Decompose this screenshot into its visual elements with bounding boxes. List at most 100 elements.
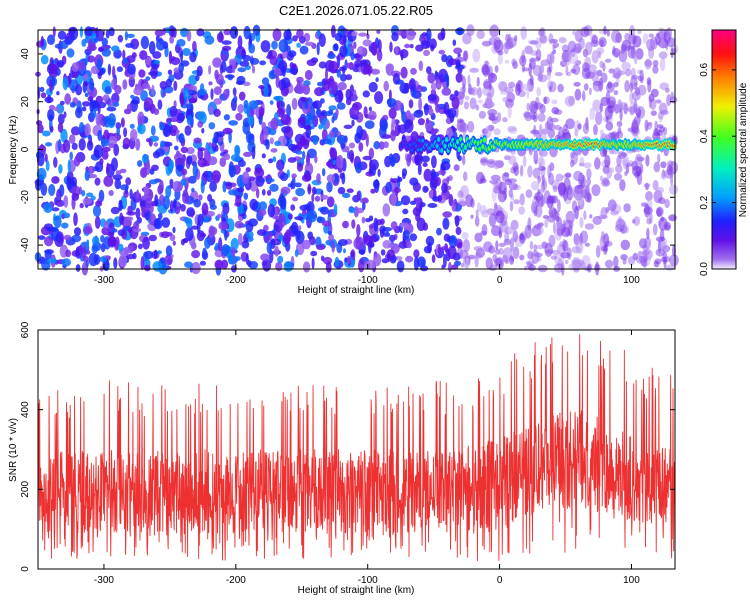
signal-core [421,139,425,143]
noise-blob [425,235,435,247]
noise-blob [376,49,383,62]
noise-blob [394,46,399,56]
noise-blob [669,96,678,104]
noise-blob [306,59,317,67]
noise-blob [391,32,399,42]
noise-blob [216,131,225,138]
noise-blob [336,102,346,110]
colorbar-tick-label: 0.2 [699,195,710,209]
noise-blob [467,121,475,133]
noise-blob [473,246,484,251]
noise-blob [510,219,519,231]
noise-blob [508,81,516,88]
noise-blob [273,96,281,101]
noise-blob [627,256,636,265]
x-tick-label: -300 [94,575,114,586]
noise-blob [604,154,611,168]
noise-blob [548,33,554,45]
noise-blob [61,258,71,267]
noise-blob [200,179,205,194]
noise-blob [637,251,644,257]
noise-blob [221,244,230,257]
noise-blob [325,261,332,273]
noise-blob [123,217,129,227]
noise-blob [157,250,162,255]
noise-blob [124,31,128,41]
noise-blob [544,218,549,228]
noise-blob [482,64,490,77]
noise-blob [192,40,197,52]
noise-blob [341,172,346,185]
noise-blob [318,61,327,69]
noise-blob [174,206,181,215]
noise-blob [133,221,140,230]
noise-blob [633,216,641,226]
noise-blob [623,226,629,234]
noise-blob [379,225,386,234]
noise-blob [383,80,390,92]
noise-blob [573,81,581,87]
noise-blob [93,37,99,43]
noise-blob [99,256,107,263]
noise-blob [213,98,222,105]
noise-blob [399,82,410,94]
noise-blob [267,203,276,218]
noise-blob [43,202,53,213]
noise-blob [204,237,211,249]
noise-blob [137,160,143,167]
noise-blob [78,122,85,133]
noise-blob [405,255,414,263]
noise-blob [51,207,60,212]
noise-blob [173,67,180,73]
noise-blob [305,113,314,126]
noise-blob [347,255,351,265]
noise-blob [498,181,507,195]
noise-blob [53,216,60,221]
noise-blob [110,228,118,233]
noise-blob [669,254,679,267]
noise-blob [59,184,65,197]
noise-blob [387,253,391,263]
noise-blob [404,119,414,134]
noise-blob [37,235,46,241]
noise-blob [269,100,274,105]
noise-blob [599,60,604,69]
noise-blob [287,213,293,220]
noise-blob [63,111,67,118]
noise-blob [644,58,652,70]
noise-blob [310,250,318,257]
noise-blob [202,247,208,260]
noise-blob [663,29,667,42]
noise-blob [562,132,567,137]
noise-blob [145,197,153,209]
noise-blob [186,217,193,229]
noise-blob [221,40,232,45]
noise-blob [153,108,160,115]
noise-blob [422,162,428,168]
noise-blob [592,70,599,75]
noise-blob [633,99,638,114]
noise-blob [531,250,540,264]
noise-blob [207,194,213,202]
noise-blob [357,46,366,56]
noise-blob [291,173,297,179]
noise-blob [107,113,116,127]
noise-blob [519,164,524,177]
noise-blob [107,63,112,76]
noise-blob [535,244,545,250]
noise-blob [36,120,43,126]
noise-blob [205,210,215,217]
noise-blob [562,239,567,252]
noise-blob [318,33,326,47]
noise-blob [214,69,219,80]
noise-blob [501,172,510,182]
noise-blob [436,227,442,236]
noise-blob [312,100,322,109]
noise-blob [247,260,252,267]
noise-blob [108,190,114,196]
noise-blob [546,71,552,81]
noise-blob [84,92,89,98]
x-tick-label: -200 [226,575,246,586]
noise-blob [605,90,611,105]
